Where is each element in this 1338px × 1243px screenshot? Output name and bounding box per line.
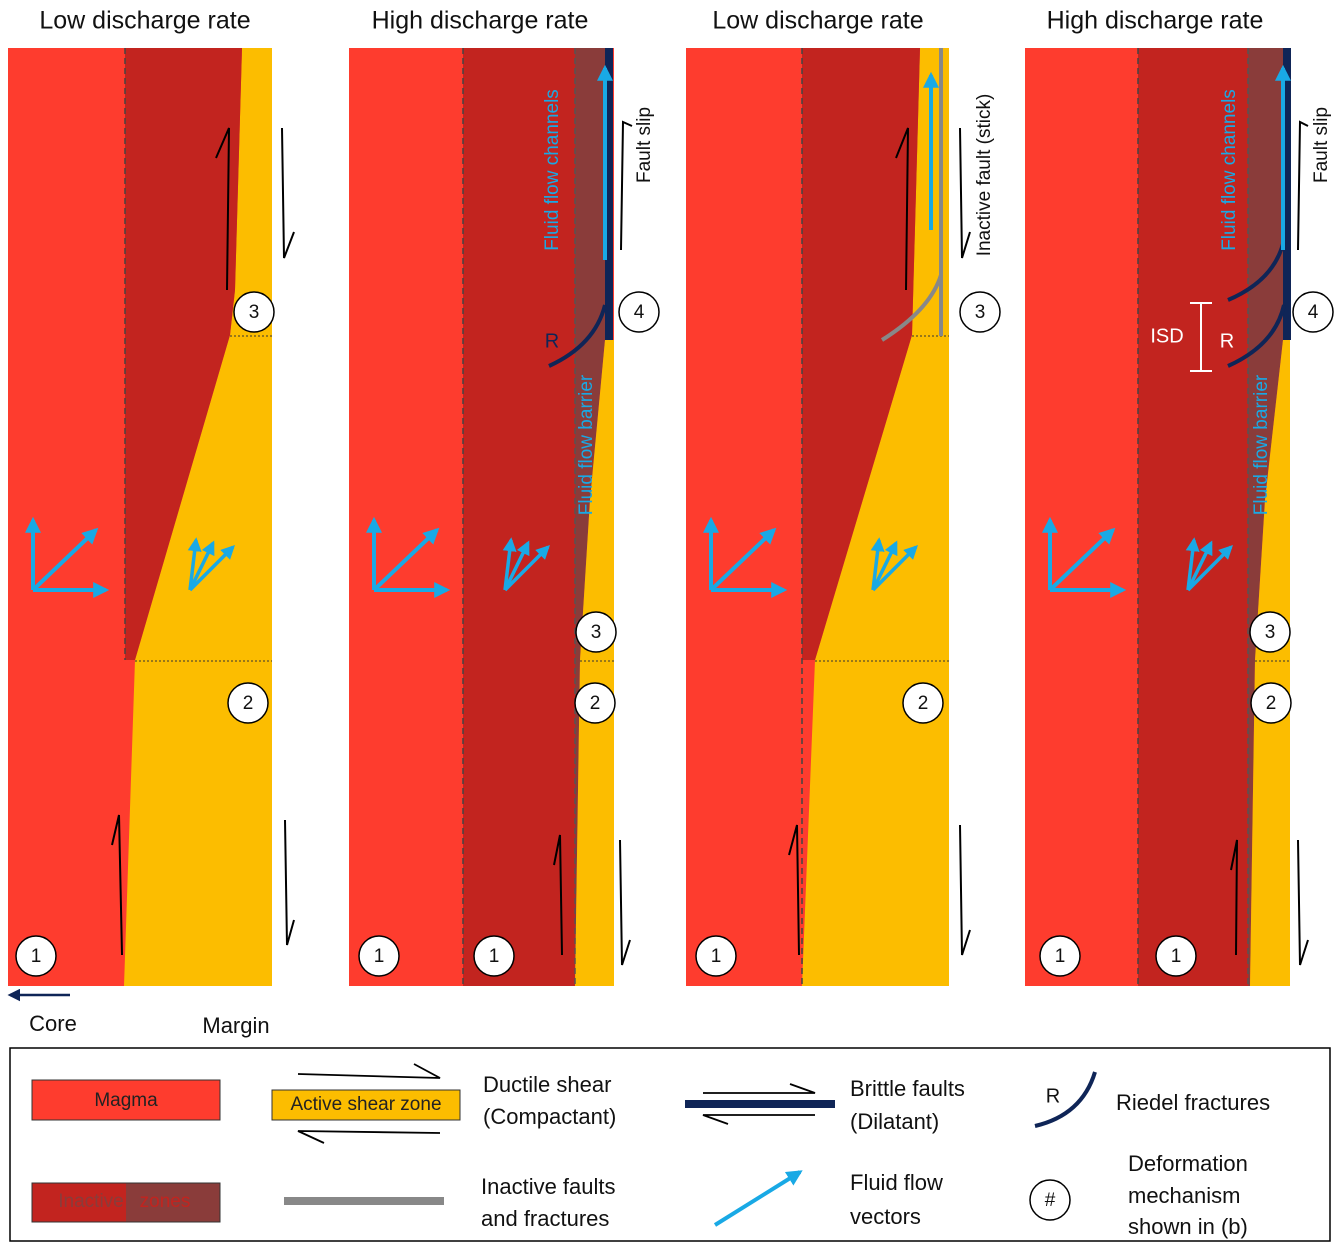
legend-label: and fractures [481, 1206, 609, 1231]
marker: 4 [634, 302, 645, 323]
label: Fluid flow channels [542, 89, 563, 251]
label: Fluid flow barrier [1251, 374, 1272, 515]
label: R [1220, 330, 1234, 352]
marker: 3 [975, 302, 986, 323]
label: Fault slip [634, 107, 655, 183]
marker: 3 [249, 302, 260, 323]
panel: Inactive fault (stick) 1 2 3 [686, 48, 1001, 986]
marker: 3 [591, 622, 602, 643]
marker: 1 [374, 946, 385, 967]
panel-title: Low discharge rate [39, 7, 250, 35]
marker: 1 [1055, 946, 1066, 967]
label: R [545, 330, 559, 352]
marker: 2 [1266, 693, 1277, 714]
legend-label: zones [140, 1191, 191, 1212]
legend-label: Inactive [58, 1191, 123, 1212]
legend-label: mechanism [1128, 1183, 1240, 1208]
marker: 1 [711, 946, 722, 967]
legend: Magma Active shear zone Ductile shear (C… [9, 1047, 1331, 1242]
marker: 1 [1171, 946, 1182, 967]
label: Fault slip [1311, 107, 1332, 183]
legend-label: (Compactant) [483, 1104, 616, 1129]
legend-label: vectors [850, 1204, 921, 1229]
marker: 2 [590, 693, 601, 714]
marker: 3 [1265, 622, 1276, 643]
legend-label: R [1046, 1085, 1060, 1107]
legend-label: (Dilatant) [850, 1109, 939, 1134]
legend-label: Riedel fractures [1116, 1090, 1270, 1115]
legend-label: Ductile shear [483, 1072, 611, 1097]
label: Fluid flow channels [1219, 89, 1240, 251]
legend-label: Inactive faults [481, 1174, 616, 1199]
marker: 2 [243, 693, 254, 714]
marker: 4 [1308, 302, 1319, 323]
legend-label: # [1045, 1190, 1056, 1211]
panel: Fluid flow channels Fault slip R Fluid f… [349, 48, 660, 986]
legend-label: shown in (b) [1128, 1214, 1248, 1239]
legend-label: Brittle faults [850, 1076, 965, 1101]
core-label: Core [29, 1011, 77, 1036]
legend-label: Fluid flow [850, 1170, 943, 1195]
margin-label: Margin [202, 1013, 269, 1038]
panel-title: Low discharge rate [712, 7, 923, 35]
legend-label: Deformation [1128, 1151, 1248, 1176]
marker: 2 [918, 693, 929, 714]
label: ISD [1150, 325, 1183, 347]
marker: 1 [31, 946, 42, 967]
marker: 1 [489, 946, 500, 967]
label: Fluid flow barrier [576, 374, 597, 515]
legend-label: Magma [94, 1090, 158, 1111]
panel-title: High discharge rate [372, 7, 589, 35]
legend-label: Active shear zone [290, 1094, 441, 1115]
label: Inactive fault (stick) [974, 94, 995, 257]
panel: Fluid flow channels Fault slip ISD R Flu… [1025, 48, 1334, 986]
panel-title: High discharge rate [1047, 7, 1264, 35]
panel: 1 2 3 [8, 48, 295, 986]
